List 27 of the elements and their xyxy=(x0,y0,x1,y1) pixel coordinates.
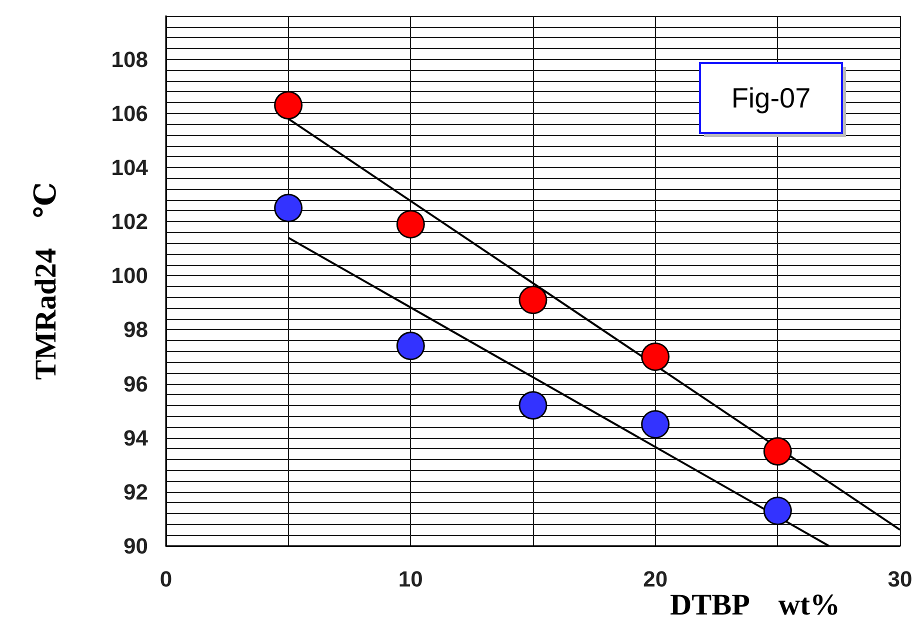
y-tick-label: 90 xyxy=(124,534,148,558)
x-tick-label: 20 xyxy=(643,566,668,592)
x-tick-label: 10 xyxy=(398,566,423,592)
point xyxy=(763,437,792,466)
point xyxy=(641,342,670,371)
point xyxy=(518,286,548,314)
y-tick-label: 92 xyxy=(124,479,148,504)
y-tick-label: 100 xyxy=(111,263,148,288)
y-axis-title: TMRad24 ℃ xyxy=(30,182,62,380)
point xyxy=(396,332,425,360)
y-tick-label: 94 xyxy=(124,425,149,450)
point xyxy=(396,210,425,238)
y-tick-label: 102 xyxy=(111,209,148,234)
x-tick-label: 0 xyxy=(160,566,172,592)
point xyxy=(763,496,792,526)
y-tick-label: 98 xyxy=(124,317,148,342)
y-tick-label: 108 xyxy=(111,46,148,72)
annotation: Fig-07 xyxy=(731,82,811,114)
point xyxy=(518,391,548,420)
point xyxy=(641,410,670,439)
x-axis-title: DTBP wt% xyxy=(670,588,840,622)
x-tick-label: 30 xyxy=(888,566,912,592)
point xyxy=(274,194,303,222)
y-tick-label: 96 xyxy=(124,371,148,396)
point xyxy=(274,90,303,120)
y-tick-label: 104 xyxy=(111,154,149,180)
y-tick-label: 106 xyxy=(111,100,148,126)
